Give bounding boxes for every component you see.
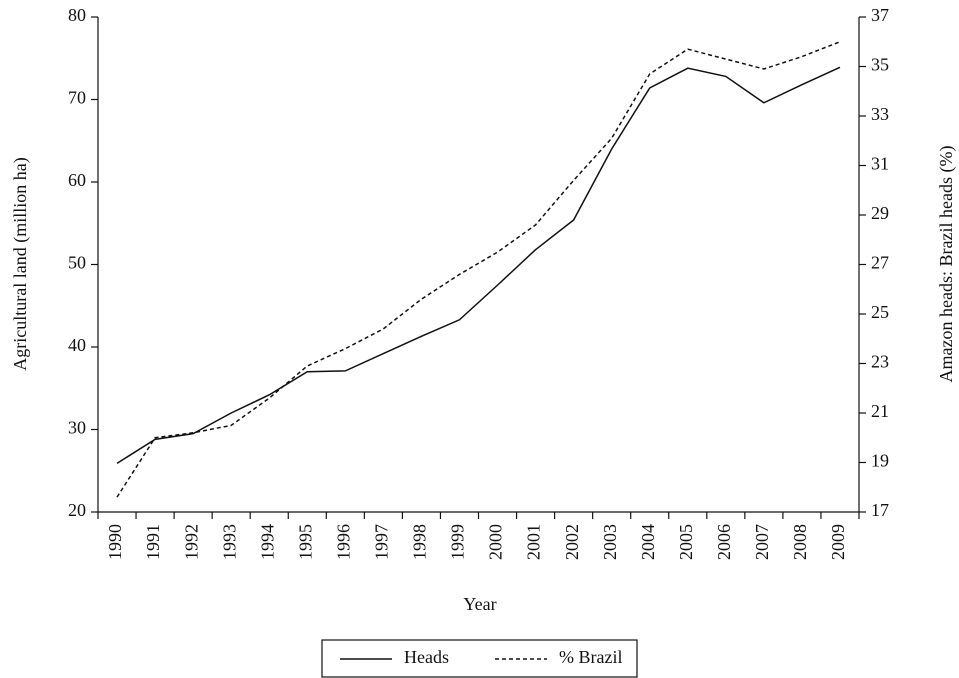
x-tick-label: 1997 [372,524,392,560]
y2-tick-label: 19 [871,451,889,471]
series-line [116,66,841,464]
x-tick-label: 2004 [638,524,658,560]
x-tick-label: 1998 [410,524,430,560]
x-tick-label: 1994 [257,524,277,560]
x-tick-label: 1996 [333,524,353,560]
x-tick-label: 2005 [676,524,696,560]
legend-label: % Brazil [559,647,622,667]
y2-tick-label: 23 [871,352,889,372]
x-tick-label: 2006 [714,524,734,560]
legend-label: Heads [404,647,449,667]
y2-tick-label: 37 [871,5,889,25]
x-tick-label: 1993 [219,524,239,560]
y-axis-label: Agricultural land (million ha) [10,157,31,370]
x-tick-label: 1992 [181,524,201,560]
y2-tick-label: 33 [871,104,889,124]
y2-tick-label: 27 [871,253,889,273]
x-tick-label: 2001 [524,524,544,560]
x-tick-label: 1990 [105,524,125,560]
y2-tick-label: 25 [871,302,889,322]
x-axis-label: Year [463,594,496,614]
x-tick-label: 1991 [143,524,163,560]
y2-tick-label: 31 [871,154,889,174]
y2-tick-label: 21 [871,401,889,421]
y-tick-label: 50 [68,253,86,273]
y-tick-label: 30 [68,418,86,438]
x-tick-label: 1995 [295,524,315,560]
x-tick-label: 2009 [828,524,848,560]
x-tick-label: 2000 [486,524,506,560]
y2-tick-label: 35 [871,55,889,75]
y-tick-label: 40 [68,335,86,355]
y-tick-label: 20 [68,500,86,520]
x-tick-label: 2003 [600,524,620,560]
x-tick-label: 2002 [562,524,582,560]
y2-axis-label: Amazon heads: Brazil heads (%) [936,146,957,383]
x-tick-label: 1999 [448,524,468,560]
y-tick-label: 60 [68,170,86,190]
y-tick-label: 70 [68,88,86,108]
x-tick-label: 2007 [752,524,772,560]
legend-box [321,639,638,678]
x-tick-label: 2008 [790,524,810,560]
y-tick-label: 80 [68,5,86,25]
y2-tick-label: 29 [871,203,889,223]
y2-tick-label: 17 [871,500,889,520]
series-line [116,41,841,498]
